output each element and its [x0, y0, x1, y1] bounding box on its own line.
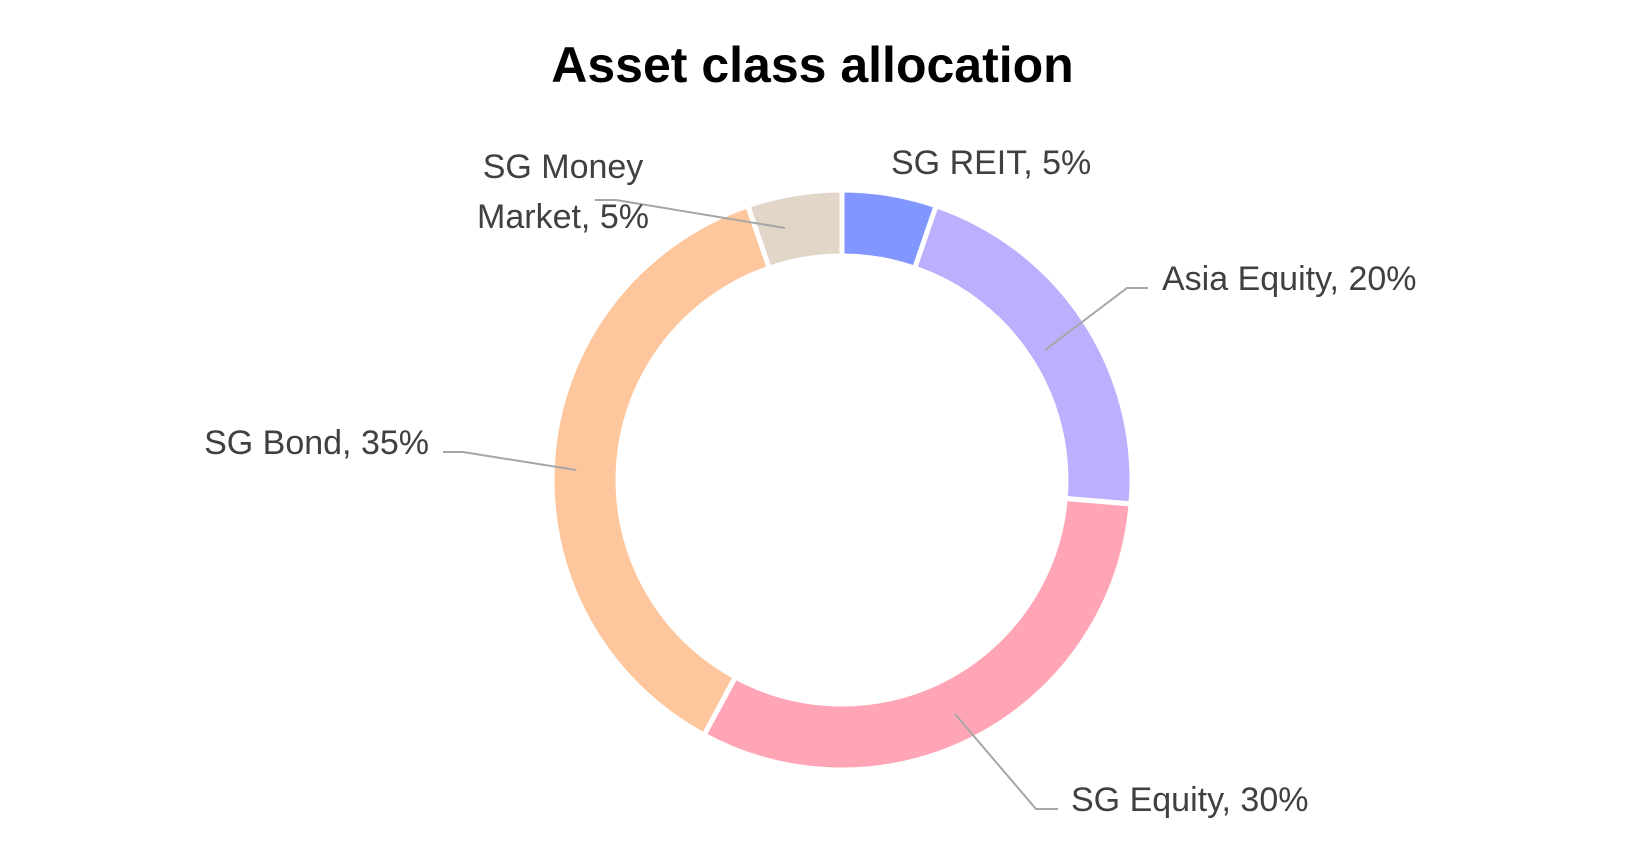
slice-sg-equity: [700, 495, 1134, 773]
leader-line-asia-equity: [1044, 287, 1148, 351]
chart-title: Asset class allocation: [551, 37, 1074, 93]
label-sg-money-market: SG Money Market, 5%: [477, 148, 649, 236]
slice-asia-equity: [911, 202, 1135, 507]
leader-line-sg-equity: [954, 713, 1058, 810]
label-sg-equity: SG Equity, 30%: [1071, 781, 1309, 819]
label-asia-equity: Asia Equity, 20%: [1162, 260, 1417, 298]
leader-line-sg-money-market: [595, 199, 786, 229]
leader-line-sg-bond: [443, 451, 577, 471]
label-sg-bond: SG Bond, 35%: [204, 424, 429, 462]
slice-sg-bond: [549, 202, 773, 739]
slice-sg-money-market: [744, 187, 845, 272]
label-sg-reit: SG REIT, 5%: [891, 144, 1091, 182]
